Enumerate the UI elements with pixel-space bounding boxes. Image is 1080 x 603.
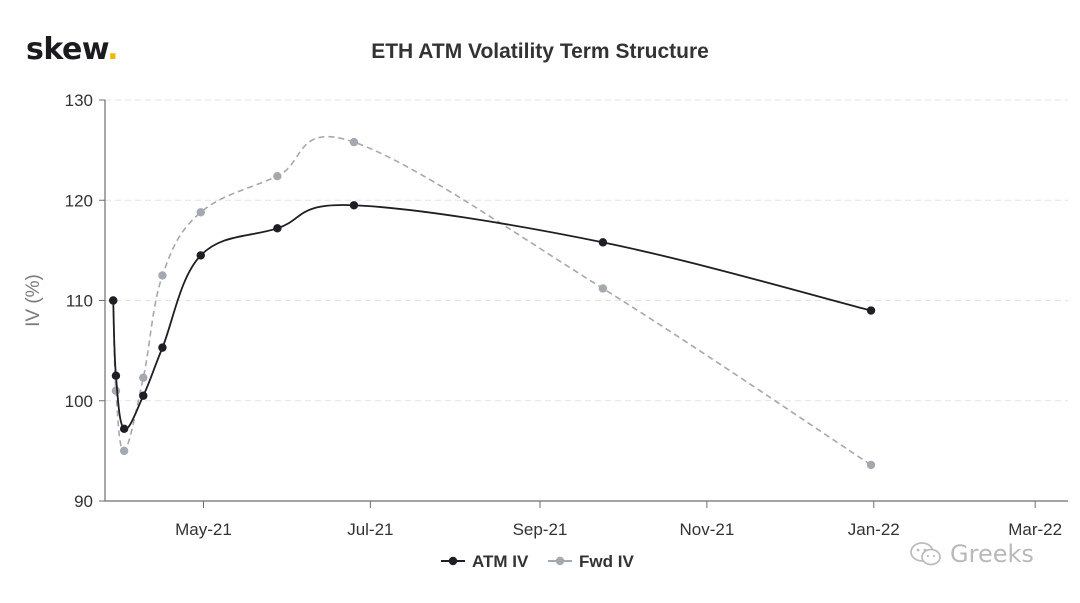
data-point-atm-iv-4 bbox=[158, 343, 167, 352]
logo-text: skew bbox=[26, 32, 108, 67]
data-point-atm-iv-5 bbox=[196, 251, 205, 260]
data-point-atm-iv-3 bbox=[139, 391, 148, 400]
data-point-fwd-iv-7 bbox=[349, 137, 359, 147]
data-point-atm-iv-9 bbox=[866, 306, 876, 315]
data-point-atm-iv-1 bbox=[111, 371, 121, 380]
skew-logo: skew. bbox=[26, 32, 119, 67]
logo-dot: . bbox=[107, 32, 119, 67]
y-tick-label-110: 110 bbox=[66, 292, 93, 311]
data-point-atm-iv-7 bbox=[349, 201, 359, 210]
y-tick-label-120: 120 bbox=[65, 191, 93, 210]
data-point-atm-iv-8 bbox=[598, 238, 608, 247]
data-point-atm-iv-2 bbox=[119, 424, 129, 434]
y-axis-label: IV (%) bbox=[23, 274, 44, 327]
data-point-fwd-iv-9 bbox=[866, 460, 876, 470]
data-point-fwd-iv-1 bbox=[111, 386, 121, 395]
data-point-fwd-iv-2 bbox=[119, 446, 129, 456]
x-tick-label-Nov-21: Nov-21 bbox=[679, 520, 734, 539]
data-point-fwd-iv-6 bbox=[273, 171, 282, 181]
watermark-text: Greeks bbox=[950, 540, 1034, 568]
x-tick-label-Jan-22: Jan-22 bbox=[848, 520, 900, 539]
y-tick-label-90: 90 bbox=[74, 492, 93, 511]
series-line-atm-iv bbox=[112, 204, 872, 430]
chart-title: ETH ATM Volatility Term Structure bbox=[371, 40, 709, 63]
data-point-atm-iv-0 bbox=[109, 296, 118, 305]
legend-marker-fwd-iv bbox=[555, 556, 565, 566]
x-tick-label-Jul-21: Jul-21 bbox=[347, 520, 393, 539]
y-tick-label-100: 100 bbox=[65, 392, 93, 411]
x-tick-label-May-21: May-21 bbox=[175, 520, 232, 539]
legend-label-atm-iv: ATM IV bbox=[472, 552, 529, 571]
watermark: Greeks bbox=[908, 540, 1034, 568]
wechat-icon bbox=[910, 542, 941, 566]
legend-label-fwd-iv: Fwd IV bbox=[579, 552, 634, 571]
legend-marker-atm-iv bbox=[448, 556, 458, 566]
data-point-fwd-iv-4 bbox=[158, 271, 167, 280]
data-point-fwd-iv-3 bbox=[139, 373, 148, 382]
data-point-atm-iv-6 bbox=[273, 224, 282, 233]
x-tick-label-Mar-22: Mar-22 bbox=[1008, 520, 1062, 539]
data-point-fwd-iv-5 bbox=[196, 208, 205, 217]
y-tick-label-130: 130 bbox=[65, 91, 93, 110]
data-point-fwd-iv-8 bbox=[598, 284, 608, 293]
x-tick-label-Sep-21: Sep-21 bbox=[513, 520, 568, 539]
